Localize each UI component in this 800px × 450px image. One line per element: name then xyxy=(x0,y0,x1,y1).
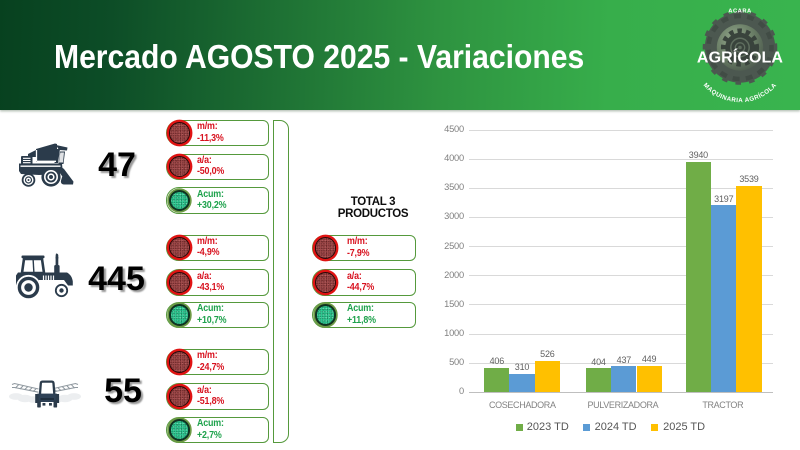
svg-text:AGRÍCOLA: AGRÍCOLA xyxy=(697,48,783,67)
svg-text:ACARA: ACARA xyxy=(728,9,752,15)
svg-text:MAQUINARIA AGRÍCOLA: MAQUINARIA AGRÍCOLA xyxy=(702,82,778,104)
